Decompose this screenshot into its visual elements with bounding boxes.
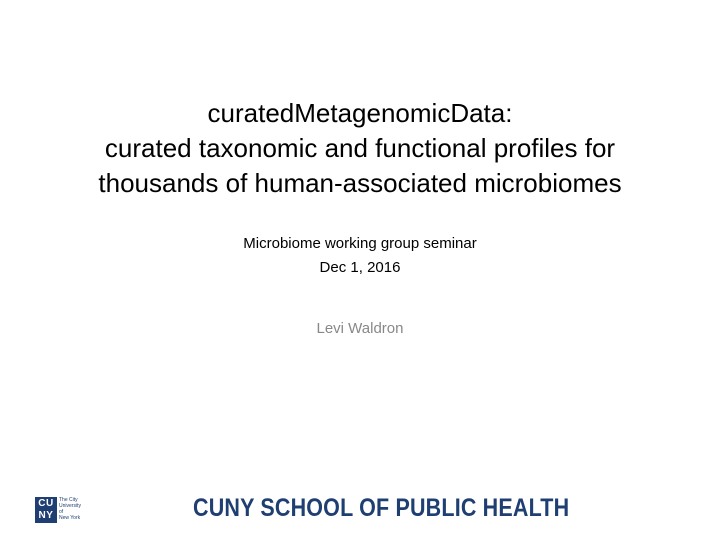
slide-subtitle: Microbiome working group seminar Dec 1, … bbox=[40, 232, 680, 280]
school-name: CUNY SCHOOL OF PUBLIC HEALTH bbox=[193, 494, 570, 522]
cuny-logo: CU NY The City University of New York bbox=[35, 497, 95, 523]
logo-mark-line-2: NY bbox=[38, 510, 54, 521]
logo-text-line-4: New York bbox=[59, 515, 81, 521]
event-date: Dec 1, 2016 bbox=[319, 259, 401, 276]
author-name: Levi Waldron bbox=[316, 320, 404, 337]
cuny-logo-text: The City University of New York bbox=[59, 497, 81, 521]
logo-text-line-2: University bbox=[59, 503, 81, 509]
slide-title: curatedMetagenomicData: curated taxonomi… bbox=[40, 96, 680, 201]
logo-text-line-3: of bbox=[59, 509, 64, 515]
title-line-2: curated taxonomic and functional profile… bbox=[104, 133, 616, 163]
logo-text-line-1: The City bbox=[59, 497, 78, 503]
title-line-3: thousands of human-associated microbiome… bbox=[98, 168, 622, 198]
logo-mark-line-1: CU bbox=[38, 498, 54, 509]
event-name: Microbiome working group seminar bbox=[243, 235, 477, 252]
title-line-1: curatedMetagenomicData: bbox=[207, 98, 513, 128]
cuny-logo-mark: CU NY bbox=[35, 497, 57, 523]
